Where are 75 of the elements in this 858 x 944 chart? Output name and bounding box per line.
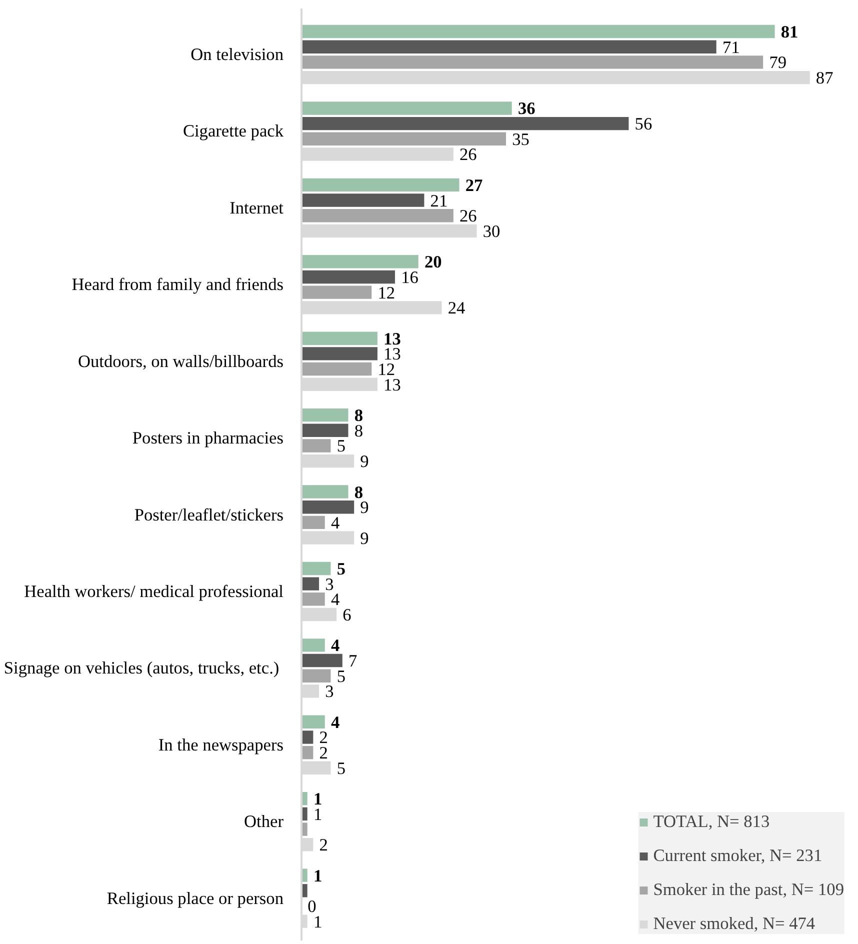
bar: [302, 178, 460, 192]
y-tick-label: In the newspapers: [158, 735, 284, 754]
y-tick-label: Heard from family and friends: [72, 275, 284, 294]
y-tick-label: Cigarette pack: [182, 122, 284, 141]
bar: [302, 270, 395, 284]
data-label: 6: [342, 605, 352, 624]
y-tick-label: Signage on vehicles (autos, trucks, etc.): [4, 658, 280, 678]
legend-label: TOTAL, N= 813: [653, 812, 770, 832]
bar: [302, 638, 325, 652]
data-label: 21: [430, 191, 448, 210]
bar: [302, 730, 314, 744]
data-label: 4: [330, 636, 340, 656]
y-tick-label: On television: [190, 45, 284, 64]
bar: [302, 424, 348, 437]
data-label: 5: [336, 758, 346, 778]
bar: [302, 577, 320, 590]
y-tick-label: Outdoors, on walls/billboards: [78, 352, 284, 371]
data-label: 30: [482, 222, 500, 241]
bar: [302, 132, 506, 146]
bar: [302, 24, 775, 38]
data-label: 1: [313, 866, 322, 886]
data-label: 79: [769, 53, 787, 72]
legend-label: Smoker in the past, N= 109: [653, 880, 844, 900]
data-label: 4: [330, 513, 340, 532]
data-label: 9: [360, 528, 369, 548]
data-label: 7: [348, 652, 358, 671]
bar: [302, 332, 378, 345]
bar: [302, 654, 342, 668]
data-label: 20: [424, 252, 442, 272]
data-label: 5: [336, 436, 346, 456]
data-label: 81: [780, 22, 798, 42]
bar: [302, 347, 378, 360]
bar: [302, 40, 716, 54]
bar: [302, 209, 454, 222]
bar: [302, 715, 325, 728]
data-label: 9: [360, 452, 369, 472]
bar: [302, 286, 372, 299]
data-label: 16: [401, 268, 419, 287]
data-label: 3: [325, 682, 334, 702]
bar: [302, 669, 331, 682]
data-label: 36: [518, 99, 536, 118]
y-tick-label: Posters in pharmacies: [132, 428, 284, 448]
bar: [302, 500, 354, 514]
data-label: 12: [378, 283, 396, 302]
bar: [302, 56, 764, 69]
data-label: 71: [722, 38, 740, 57]
data-label: 24: [448, 298, 466, 318]
data-label: 56: [634, 114, 652, 134]
bar: [302, 194, 424, 207]
data-label: 35: [512, 130, 530, 149]
y-tick-label: Internet: [230, 198, 284, 218]
bar: [302, 592, 325, 606]
bar: [302, 116, 629, 130]
data-label: 87: [816, 68, 834, 88]
bar: [302, 562, 331, 576]
legend-label: Never smoked, N= 474: [653, 914, 816, 934]
y-tick-label: Health workers/ medical professional: [24, 582, 284, 601]
bar: [302, 516, 325, 530]
y-tick-label: Poster/leaflet/stickers: [134, 505, 284, 524]
data-label: 2: [319, 836, 328, 855]
data-label: 5: [336, 559, 346, 578]
data-label: 26: [460, 145, 478, 164]
bar: [302, 362, 372, 376]
bar: [302, 102, 512, 115]
y-tick-label: Religious place or person: [106, 888, 284, 908]
legend-label: Current smoker, N= 231: [653, 846, 822, 866]
bar: [302, 439, 331, 452]
bar: [302, 255, 418, 268]
data-label: 4: [330, 712, 340, 732]
bar: [302, 485, 348, 498]
data-label: 26: [460, 206, 478, 226]
y-tick-label: Other: [244, 812, 284, 832]
bar: [302, 408, 348, 422]
data-label: 5: [336, 666, 346, 686]
data-label: 27: [465, 176, 484, 195]
